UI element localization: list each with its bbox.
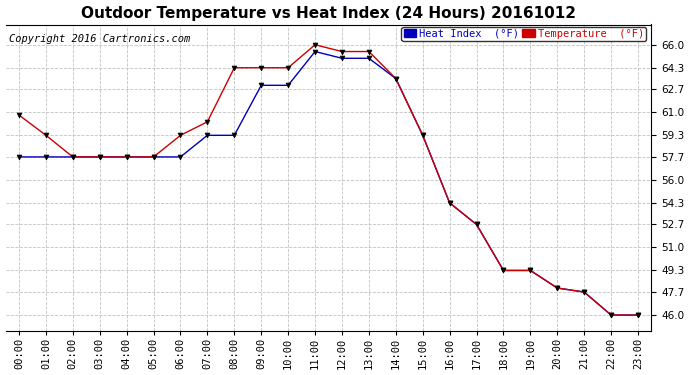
Text: Copyright 2016 Cartronics.com: Copyright 2016 Cartronics.com: [9, 34, 190, 44]
Legend: Heat Index  (°F), Temperature  (°F): Heat Index (°F), Temperature (°F): [402, 27, 647, 41]
Title: Outdoor Temperature vs Heat Index (24 Hours) 20161012: Outdoor Temperature vs Heat Index (24 Ho…: [81, 6, 576, 21]
